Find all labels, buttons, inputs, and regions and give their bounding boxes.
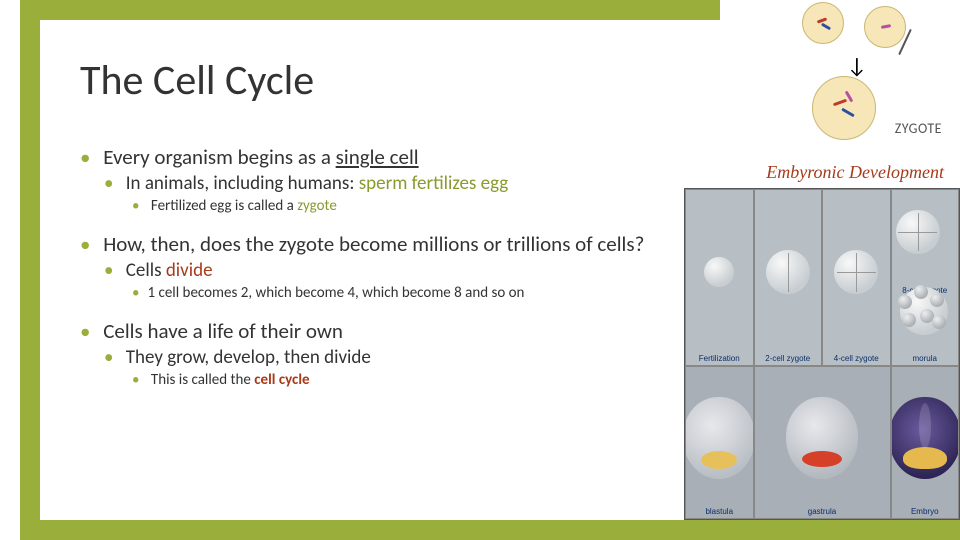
slide-content: The Cell Cycle Every organism begins as … [80, 55, 720, 405]
bullet-list: Every organism begins as a single cell I… [80, 144, 720, 389]
bullet-2-1: Cells divide 1 cell becomes 2, which bec… [104, 259, 720, 302]
embryonic-dev-title: Embyronic Development [766, 162, 944, 183]
bullet-3-1-1-text: This is called the [151, 371, 254, 389]
slide-border-left [20, 0, 40, 520]
stage-8cell: 8-cell zygote morula [891, 189, 960, 366]
stage-label: blastula [686, 507, 753, 516]
stage-label: 2-cell zygote [755, 354, 822, 363]
bullet-1: Every organism begins as a single cell I… [80, 144, 720, 215]
bullet-2-text: How, then, does the zygote become millio… [103, 231, 644, 257]
stage-4cell: 4-cell zygote [822, 189, 891, 366]
bullet-3-text: Cells have a life of their own [103, 318, 343, 344]
bullet-2-1-em: divide [166, 259, 213, 282]
embryonic-dev-grid: Fertilization 2-cell zygote 4-cell zygot… [684, 188, 960, 520]
stage-2cell: 2-cell zygote [754, 189, 823, 366]
bullet-3-1-1: This is called the cell cycle [132, 371, 720, 389]
bullet-1-1-text: In animals, including humans: [126, 172, 359, 195]
bullet-2-1-text: Cells [126, 259, 166, 282]
bullet-2: How, then, does the zygote become millio… [80, 231, 720, 302]
slide-border-top [20, 0, 720, 20]
stage-label: Embryo [892, 507, 959, 516]
slide-border-bottom [20, 520, 960, 540]
bullet-3-1-1-em: cell cycle [254, 371, 309, 389]
stage-label: morula [892, 354, 959, 363]
stage-label: gastrula [755, 507, 890, 516]
slide-title: The Cell Cycle [80, 55, 720, 106]
stage-fertilization: Fertilization [685, 189, 754, 366]
arrow-down-icon: ↓ [847, 52, 867, 79]
stage-label: Fertilization [686, 354, 753, 363]
bullet-1-1-1-em: zygote [297, 197, 337, 215]
zygote-label: ZYGOTE [895, 120, 942, 137]
stage-gastrula: gastrula [754, 366, 891, 520]
stage-blastula: blastula [685, 366, 754, 520]
egg-icon [802, 2, 844, 44]
stage-embryo: Embryo [891, 366, 960, 520]
stage-label: 4-cell zygote [823, 354, 890, 363]
bullet-1-text: Every organism begins as a [103, 144, 335, 170]
bullet-3-1-text: They grow, develop, then divide [126, 346, 371, 369]
zygote-cell-icon [812, 76, 876, 140]
sperm-icon [864, 6, 906, 48]
zygote-diagram: ↓ ZYGOTE [752, 2, 942, 152]
bullet-1-1: In animals, including humans: sperm fert… [104, 172, 720, 215]
bullet-3-1: They grow, develop, then divide This is … [104, 346, 720, 389]
bullet-1-1-1-text: Fertilized egg is called a [151, 197, 297, 215]
bullet-3: Cells have a life of their own They grow… [80, 318, 720, 389]
bullet-1-underline: single cell [336, 144, 419, 170]
bullet-1-1-em: sperm fertilizes egg [359, 172, 508, 195]
bullet-1-1-1: Fertilized egg is called a zygote [132, 197, 720, 215]
bullet-2-1-1: 1 cell becomes 2, which become 4, which … [132, 284, 720, 302]
